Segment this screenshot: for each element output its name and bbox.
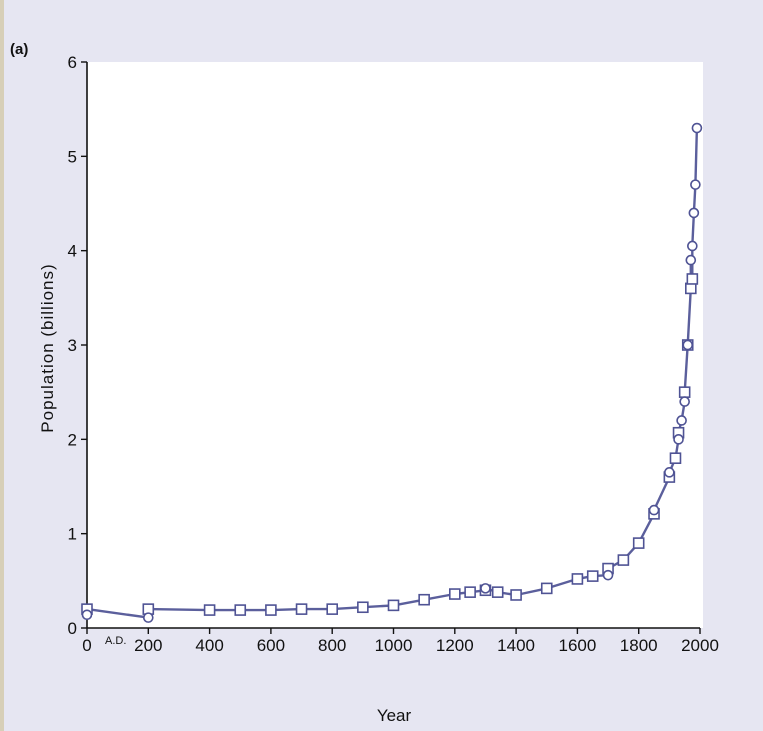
x-axis-era-label: A.D. [105, 635, 126, 647]
circle-data-point [676, 415, 687, 426]
circle-data-point [81, 609, 93, 621]
x-tick-label: 1200 [436, 636, 474, 655]
circle-data-point [602, 569, 614, 581]
circle-data-point [664, 467, 675, 478]
x-tick-label: 400 [195, 636, 223, 655]
square-data-point [203, 604, 216, 616]
y-tick-label: 1 [68, 525, 77, 544]
left-edge-strip [0, 0, 4, 731]
square-data-point [586, 570, 599, 582]
x-tick-label: 1800 [620, 636, 658, 655]
square-data-point [448, 588, 461, 600]
series-markers [81, 122, 703, 623]
y-tick-label: 0 [68, 619, 77, 638]
square-data-point [510, 589, 522, 601]
square-data-point [669, 452, 682, 465]
square-data-point [234, 604, 247, 616]
circle-data-point [690, 179, 701, 190]
square-data-point [491, 586, 504, 598]
y-axis-title: Population (billions) [38, 263, 57, 432]
circle-data-point [679, 396, 690, 407]
y-tick-label: 5 [68, 147, 77, 166]
square-data-point [686, 273, 699, 285]
plot-area [87, 62, 703, 628]
square-data-point [418, 593, 430, 606]
circle-data-point [143, 612, 154, 623]
x-tick-label: 1000 [375, 636, 413, 655]
square-data-point [632, 537, 645, 549]
x-tick-label: 0 [82, 636, 91, 655]
x-tick-label: 800 [318, 636, 346, 655]
circle-data-point [685, 254, 697, 266]
circle-data-point [691, 122, 703, 134]
square-data-point [685, 282, 697, 295]
circle-data-point [673, 434, 684, 445]
square-data-point [571, 573, 584, 585]
panel-label: (a) [10, 41, 28, 58]
circle-data-point [682, 339, 694, 351]
circle-data-point [687, 240, 698, 252]
x-axis-title: Year [377, 706, 412, 725]
y-tick-label: 6 [68, 53, 77, 72]
x-tick-label: 1600 [558, 636, 596, 655]
circle-data-point [688, 207, 700, 219]
y-tick-label: 2 [68, 430, 77, 449]
axes: 0 1 2 3 4 5 6 0 200 400 600 800 1000 1200 1400 1600 1800… [68, 53, 719, 655]
x-tick-label: 200 [134, 636, 162, 655]
x-tick-label: 1400 [497, 636, 535, 655]
y-tick-label: 4 [68, 242, 77, 261]
y-tick-label: 3 [68, 336, 77, 355]
square-data-point [464, 586, 476, 598]
square-data-point [540, 582, 553, 595]
x-tick-label: 2000 [681, 636, 719, 655]
x-tick-label: 600 [257, 636, 285, 655]
square-data-point [265, 604, 277, 616]
square-data-point [357, 601, 369, 614]
circle-data-point [648, 504, 660, 516]
square-data-point [678, 386, 691, 398]
square-data-point [295, 603, 308, 615]
circle-data-point [480, 583, 491, 594]
square-data-point [387, 599, 400, 612]
square-data-point [617, 554, 630, 566]
square-data-point [326, 603, 339, 615]
